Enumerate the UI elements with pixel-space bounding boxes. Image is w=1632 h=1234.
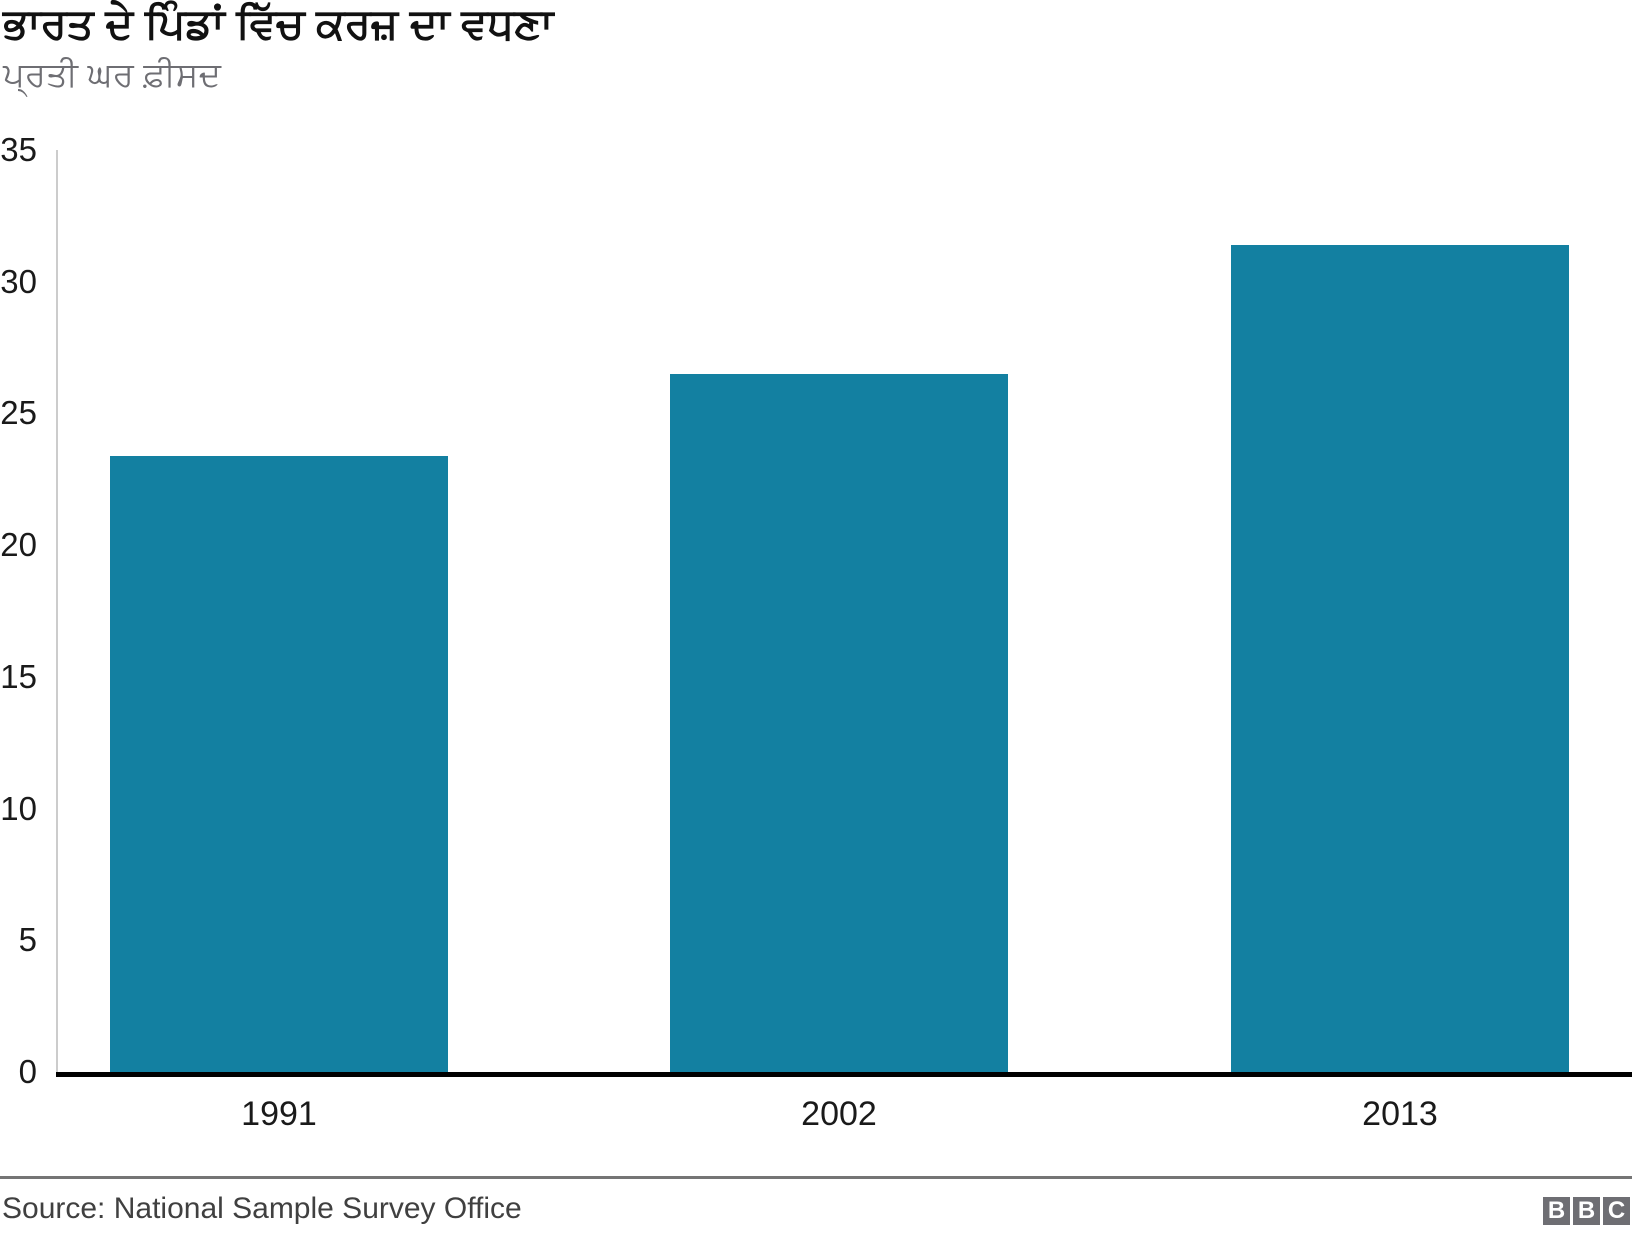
bbc-logo-block-c: C bbox=[1603, 1197, 1630, 1225]
x-axis-tick-label-2002: 2002 bbox=[801, 1095, 877, 1133]
x-axis-baseline bbox=[56, 1072, 1632, 1077]
y-axis-tick-label-10: 10 bbox=[0, 789, 37, 827]
chart-title: ਭਾਰਤ ਦੇ ਪਿੰਡਾਂ ਵਿੱਚ ਕਰਜ਼ ਦਾ ਵਧਣਾ bbox=[3, 0, 554, 47]
bar-2013 bbox=[1231, 244, 1569, 1072]
y-axis-tick-label-15: 15 bbox=[0, 657, 37, 695]
source-text: Source: National Sample Survey Office bbox=[2, 1192, 522, 1225]
y-axis-tick-label-0: 0 bbox=[18, 1053, 37, 1090]
y-axis-tick-label-5: 5 bbox=[18, 921, 37, 959]
y-axis-line bbox=[56, 150, 58, 1072]
y-axis-tick-label-35: 35 bbox=[0, 131, 37, 168]
x-axis-tick-label-1991: 1991 bbox=[241, 1095, 317, 1133]
bbc-logo-block-b: B bbox=[1543, 1197, 1570, 1225]
y-axis-tick-label-30: 30 bbox=[0, 262, 37, 300]
bbc-logo-block-b: B bbox=[1573, 1197, 1600, 1225]
bar-1991 bbox=[110, 455, 448, 1072]
chart-subtitle: ਪ੍ਰਤੀ ਘਰ ਫ਼ੀਸਦ bbox=[3, 56, 221, 94]
bar-2002 bbox=[670, 373, 1008, 1072]
x-axis-tick-label-2013: 2013 bbox=[1362, 1095, 1438, 1133]
y-axis-tick-label-20: 20 bbox=[0, 526, 37, 564]
y-axis-tick-label-25: 25 bbox=[0, 394, 37, 432]
footer-divider bbox=[0, 1176, 1632, 1179]
